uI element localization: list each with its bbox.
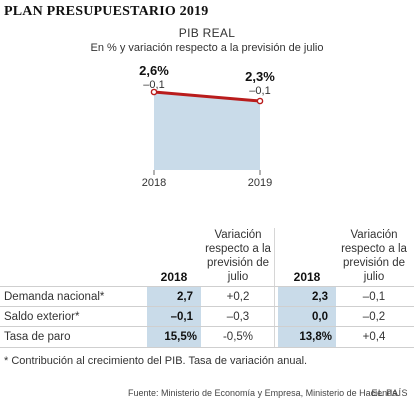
x-tick-label-2018: 2018	[142, 177, 166, 189]
row-divider	[0, 347, 414, 348]
column-divider	[274, 228, 275, 348]
value-label-2018: 2,6%	[139, 63, 169, 78]
shade-col-2018-b	[278, 286, 336, 348]
variation-label-2018: –0,1	[143, 79, 164, 91]
brand-logo: EL PAÍS	[371, 388, 408, 398]
chart-area-polygon	[154, 92, 260, 170]
page-title: PLAN PRESUPUESTARIO 2019	[4, 4, 209, 19]
cell-value: 2,7	[177, 291, 193, 303]
cell-variation: +0,2	[226, 291, 250, 303]
chart-subtitle: En % y variación respecto a la previsión…	[90, 42, 324, 54]
row-divider	[0, 286, 414, 287]
cell-value: 15,5%	[164, 331, 197, 343]
variation-label-2019: –0,1	[249, 85, 270, 97]
value-label-2019: 2,3%	[245, 69, 275, 84]
col-header-variation-a: Variación respecto a la previsión de jul…	[205, 229, 271, 283]
cell-value: 0,0	[312, 311, 328, 323]
row-label-tasa-de-paro: Tasa de paro	[4, 331, 71, 343]
cell-value: 2,3	[312, 291, 328, 303]
cell-variation: -0,5%	[222, 331, 254, 343]
data-point-2019	[256, 97, 264, 105]
cell-variation: –0,1	[362, 291, 386, 303]
source-note: Fuente: Ministerio de Economía y Empresa…	[128, 388, 400, 398]
cell-variation: –0,2	[362, 311, 386, 323]
row-label-saldo-exterior: Saldo exterior*	[4, 311, 80, 323]
pib-area-chart: 2,6% 2,3% –0,1 –0,1 2018 2019	[139, 63, 275, 189]
row-label-demanda-nacional: Demanda nacional*	[4, 291, 105, 303]
chart-title: PIB REAL	[178, 26, 236, 40]
cell-variation: –0,3	[226, 311, 250, 323]
chart-data-line	[153, 90, 261, 103]
x-tick-label-2019: 2019	[248, 177, 272, 189]
row-divider	[0, 326, 414, 327]
col-header-variation-b: Variación respecto a la previsión de jul…	[341, 229, 407, 283]
data-point-2018	[150, 88, 158, 96]
row-divider	[0, 306, 414, 307]
shade-col-2018-a	[147, 286, 201, 348]
cell-variation: +0,4	[362, 331, 386, 343]
footnote: * Contribución al crecimiento del PIB. T…	[4, 355, 308, 367]
col-header-2018-a: 2018	[160, 270, 188, 284]
col-header-2018-b: 2018	[293, 270, 321, 284]
cell-value: –0,1	[170, 311, 193, 323]
cell-value: 13,8%	[299, 331, 332, 343]
